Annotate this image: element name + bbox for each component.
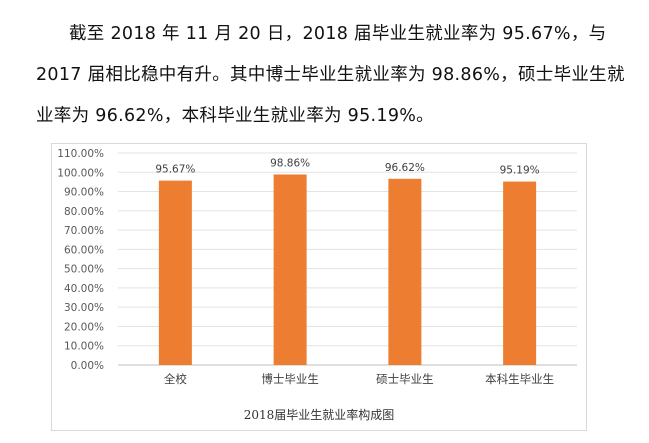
data-label: 98.86% [270,157,310,169]
y-tick-label: 70.00% [64,225,104,237]
category-label: 全校 [164,372,187,386]
data-label: 96.62% [385,162,425,174]
y-tick-label: 40.00% [64,283,104,295]
chart-title: 2018届毕业生就业率构成图 [243,408,395,422]
y-tick-label: 90.00% [64,187,104,199]
bar [158,180,192,365]
y-tick-label: 10.00% [64,341,104,353]
y-tick-label: 30.00% [64,302,104,314]
y-tick-label: 50.00% [64,264,104,276]
y-tick-label: 110.00% [57,148,104,160]
bar [388,178,422,365]
bar-chart: 0.00% 10.00% 20.00% 30.00% 40.00% 50.00% 60.00… [57,148,577,386]
chart-frame: 0.00% 10.00% 20.00% 30.00% 40.00% 50.00% 60.00… [51,143,587,431]
y-tick-label: 80.00% [64,206,104,218]
y-tick-label: 60.00% [64,244,104,256]
summary-paragraph: 截至 2018 年 11 月 20 日，2018 届毕业生就业率为 95.67%… [36,24,625,126]
y-tick-label: 100.00% [57,167,104,179]
y-tick-label: 0.00% [71,360,104,372]
category-label: 博士毕业生 [261,372,319,386]
y-tick-label: 20.00% [64,321,104,333]
category-label: 硕士毕业生 [376,372,434,386]
data-label: 95.67% [155,164,195,176]
bar [273,174,307,365]
bar [503,181,537,365]
data-label: 95.19% [500,165,540,177]
category-label: 本科生毕业生 [485,372,554,386]
